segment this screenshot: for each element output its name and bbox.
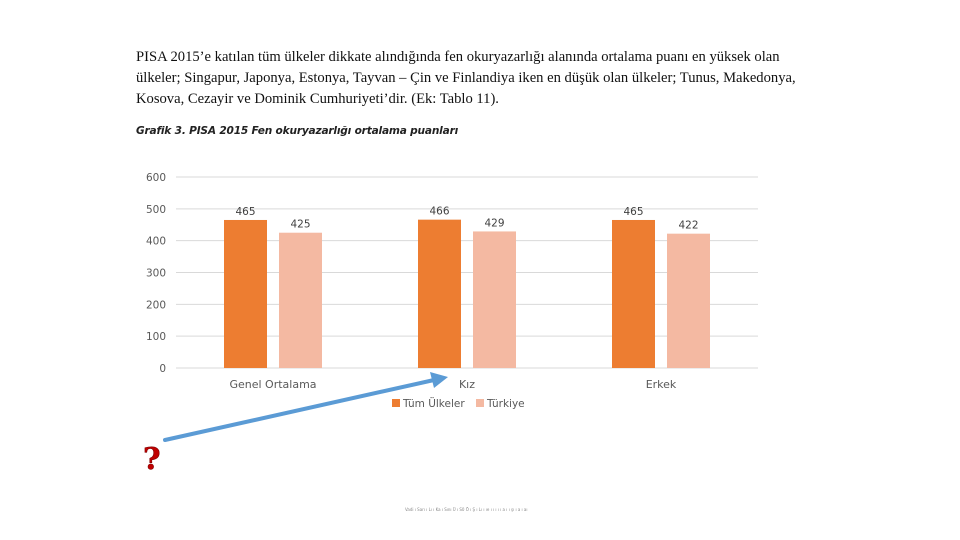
y-tick-label: 500: [146, 204, 166, 216]
data-label: 465: [235, 206, 255, 218]
bar: [224, 219, 267, 368]
intro-paragraph: PISA 2015’e katılan tüm ülkeler dikkate …: [136, 49, 796, 107]
question-mark-icon: ?: [143, 442, 161, 477]
data-label: 425: [290, 219, 310, 231]
legend-swatch: [476, 399, 484, 407]
arrow-line: [163, 378, 436, 442]
y-axis: 0 100 200 300 400 500 600: [146, 172, 166, 375]
data-label: 465: [623, 206, 643, 218]
bar: [612, 219, 655, 368]
y-tick-label: 400: [146, 236, 166, 248]
x-tick-label: Erkek: [646, 378, 677, 391]
chart-gridlines: [176, 176, 758, 369]
legend-label: Türkiye: [486, 398, 525, 410]
footer-note: Vadi ı Sarı ı Lı ı Ka ı Sını Ü ı S0 Ö ı …: [405, 507, 528, 512]
chart-legend: Tüm Ülkeler Türkiye: [392, 397, 525, 410]
bar: [473, 231, 516, 368]
chart-caption: Grafik 3. PISA 2015 Fen okuryazarlığı or…: [136, 125, 459, 137]
chart-bars: 465 425 466 429 465 422: [224, 206, 710, 368]
data-label: 429: [484, 217, 504, 229]
bar: [667, 233, 710, 368]
legend-label: Tüm Ülkeler: [402, 397, 465, 410]
bar: [418, 219, 461, 368]
x-axis: Genel Ortalama Kız Erkek: [229, 378, 676, 391]
y-tick-label: 200: [146, 299, 166, 311]
y-tick-label: 300: [146, 268, 166, 280]
bar: [279, 232, 322, 368]
data-label: 466: [429, 206, 449, 218]
x-tick-label: Genel Ortalama: [229, 378, 316, 391]
y-tick-label: 100: [146, 331, 166, 343]
y-tick-label: 600: [146, 172, 166, 184]
x-tick-label: Kız: [459, 378, 475, 391]
legend-swatch: [392, 399, 400, 407]
annotation-layer: ?: [143, 372, 448, 477]
y-tick-label: 0: [159, 363, 166, 375]
data-label: 422: [678, 220, 698, 232]
arrow-head: [430, 372, 448, 388]
